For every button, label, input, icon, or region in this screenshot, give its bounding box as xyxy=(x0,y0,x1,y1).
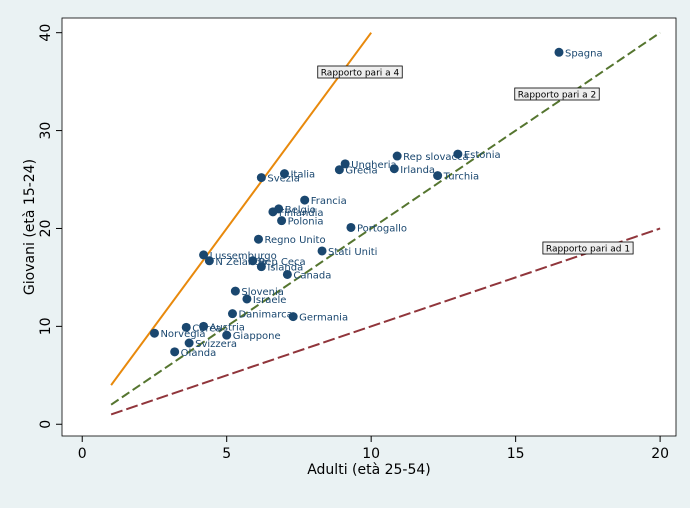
point-label: Belgio xyxy=(285,205,316,216)
reference-line xyxy=(110,32,372,386)
point xyxy=(256,173,266,183)
point xyxy=(334,165,344,175)
point xyxy=(346,222,356,232)
point xyxy=(227,309,237,319)
point-label: Svizzera xyxy=(195,339,237,350)
point-label: Portogallo xyxy=(357,223,407,234)
point-label: Grecia xyxy=(345,166,377,177)
point-label: Svezia xyxy=(267,174,300,185)
point xyxy=(222,330,232,340)
point-label: Finlandia xyxy=(279,208,324,219)
point-label: Israele xyxy=(253,295,286,306)
x-axis-title: Adulti (età 25-54) xyxy=(307,462,431,478)
point xyxy=(248,256,258,266)
point xyxy=(453,149,463,159)
point xyxy=(282,269,292,279)
point-label: Rep slovacca xyxy=(403,152,468,163)
y-tick-label: 0 xyxy=(38,420,54,429)
line-label-box xyxy=(514,87,600,101)
y-tick-label: 30 xyxy=(38,122,54,140)
x-tick-label: 20 xyxy=(651,446,669,462)
point xyxy=(268,207,278,217)
point-label: Estonia xyxy=(464,150,501,161)
y-tick-label: 40 xyxy=(38,24,54,42)
point-label: Norvegia xyxy=(160,329,205,340)
point-label: Spagna xyxy=(565,48,603,59)
point-label: Turchia xyxy=(443,172,480,183)
point-label: Lussemburgo xyxy=(210,251,277,262)
y-tick-label: 10 xyxy=(38,317,54,335)
point xyxy=(199,321,209,331)
x-tick-label: 10 xyxy=(362,446,380,462)
point xyxy=(256,262,266,272)
x-tick-label: 0 xyxy=(78,446,87,462)
x-tick-label: 5 xyxy=(222,446,231,462)
point-label: Ungheria xyxy=(351,160,397,171)
point-label: Polonia xyxy=(288,217,324,228)
point xyxy=(433,171,443,181)
point xyxy=(392,151,402,161)
point xyxy=(277,216,287,226)
point xyxy=(317,246,327,256)
point xyxy=(199,250,209,260)
y-tick-label: 20 xyxy=(38,220,54,238)
reference-line xyxy=(110,227,661,416)
point xyxy=(279,169,289,179)
point xyxy=(300,195,310,205)
point-label: Slovenia xyxy=(241,287,284,298)
line-label-box xyxy=(317,65,403,79)
point-label: N Zelanda xyxy=(215,257,266,268)
point-label: Francia xyxy=(311,196,347,207)
point xyxy=(288,312,298,322)
point-label: Germania xyxy=(299,313,348,324)
point-label: Italia xyxy=(290,170,315,181)
point-label: Canada xyxy=(293,270,331,281)
point xyxy=(184,338,194,348)
line-label: Rapporto pari a 4 xyxy=(321,69,400,79)
point xyxy=(389,164,399,174)
point-label: Irlanda xyxy=(400,165,435,176)
point xyxy=(242,294,252,304)
line-label: Rapporto pari ad 1 xyxy=(546,245,630,255)
point xyxy=(340,159,350,169)
point-label: Corea xyxy=(192,323,221,334)
point xyxy=(554,47,564,57)
point-label: Rep Ceca xyxy=(259,257,306,268)
line-label-box xyxy=(542,241,634,255)
point-label: Giappone xyxy=(233,331,281,342)
point xyxy=(253,234,263,244)
point xyxy=(230,286,240,296)
point xyxy=(181,322,191,332)
x-tick-label: 15 xyxy=(507,446,525,462)
point-label: Stati Uniti xyxy=(328,247,377,258)
point xyxy=(149,328,159,338)
point-label: Regno Unito xyxy=(264,235,325,246)
point-label: Olanda xyxy=(181,348,217,359)
y-axis-title: Giovani (età 15-24) xyxy=(22,159,38,295)
line-label: Rapporto pari a 2 xyxy=(518,91,597,101)
point-label: Austria xyxy=(210,322,245,333)
point-label: Islanda xyxy=(267,263,303,274)
point-label: Danimarca xyxy=(238,310,292,321)
point xyxy=(170,347,180,357)
point xyxy=(204,256,214,266)
